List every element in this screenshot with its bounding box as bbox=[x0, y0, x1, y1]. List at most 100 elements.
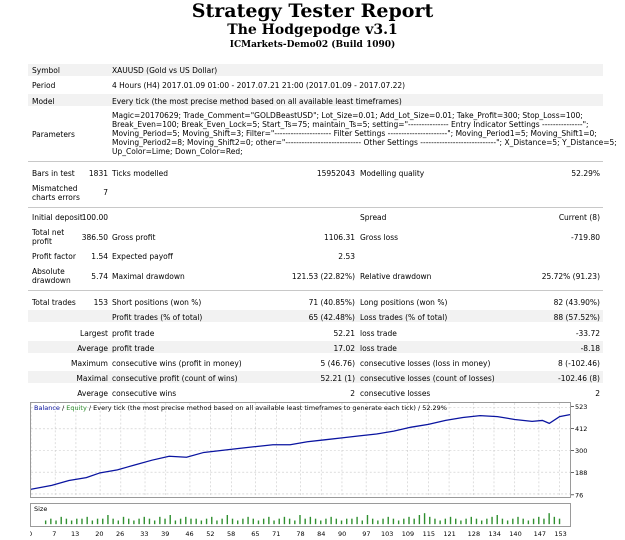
x-tick-label: 109 bbox=[402, 530, 414, 538]
x-tick-label: 33 bbox=[140, 530, 148, 538]
size-bar bbox=[44, 520, 47, 525]
mismatched-value: 7 bbox=[103, 188, 108, 197]
size-bar bbox=[512, 518, 514, 525]
average-label: Average bbox=[77, 344, 108, 353]
parameters-label: Parameters bbox=[32, 130, 75, 139]
y-tick-label: 412 bbox=[575, 425, 587, 433]
x-tick-label: 140 bbox=[509, 530, 521, 538]
maximal-consecutive-losses-label: consecutive losses (count of losses) bbox=[360, 374, 495, 383]
size-bar bbox=[382, 518, 384, 525]
ticks-value: 15952043 bbox=[316, 169, 355, 178]
maximal-row bbox=[28, 371, 603, 383]
size-bar bbox=[304, 518, 306, 525]
chart-x-axis: 0 7 13 20 26 33 39 46 52 58 65 71 78 84 90 97 103 109 115 1… bbox=[30, 530, 567, 538]
size-bar bbox=[76, 518, 78, 525]
gross-loss-label: Gross loss bbox=[360, 233, 399, 242]
gross-profit-label: Gross profit bbox=[112, 233, 156, 242]
size-bar bbox=[242, 518, 244, 525]
size-bar bbox=[392, 518, 395, 525]
size-bar bbox=[543, 518, 545, 525]
net-profit-value: 386.50 bbox=[81, 233, 108, 242]
balance-line bbox=[31, 414, 570, 490]
bars-label: Bars in test bbox=[32, 169, 75, 178]
y-tick-label: 300 bbox=[575, 447, 587, 455]
size-label: Size bbox=[34, 505, 48, 513]
size-bar bbox=[475, 518, 478, 525]
size-bar bbox=[117, 520, 120, 525]
divider bbox=[28, 290, 603, 291]
size-bar bbox=[356, 516, 358, 525]
loss-trades-value: 88 (57.52%) bbox=[553, 313, 600, 322]
size-bar bbox=[179, 518, 182, 525]
size-bar bbox=[423, 513, 426, 525]
chart-y-axis: 76 188 300 412 523 bbox=[571, 403, 587, 498]
size-bar bbox=[314, 518, 317, 525]
size-bar bbox=[371, 518, 374, 525]
average-loss-label: loss trade bbox=[360, 344, 397, 353]
parameters-line: Magic=20170629; Trade_Comment="GOLDBeast… bbox=[112, 111, 583, 120]
x-tick-label: 84 bbox=[317, 530, 325, 538]
quality-value: 52.29% bbox=[571, 169, 600, 178]
size-bar bbox=[361, 520, 363, 525]
profit-trades-value: 65 (42.48%) bbox=[308, 313, 355, 322]
size-bar bbox=[216, 520, 218, 525]
parameters-line: Moving_Period=5; Moving_Shift=3; Filter=… bbox=[112, 129, 597, 138]
average-consecutive-losses-value: 2 bbox=[595, 389, 600, 398]
size-bar bbox=[112, 518, 114, 525]
size-bar bbox=[517, 516, 519, 525]
size-bar bbox=[55, 520, 57, 525]
symbol-label: Symbol bbox=[32, 66, 60, 75]
ticks-label: Ticks modelled bbox=[112, 169, 169, 178]
size-bar bbox=[403, 518, 405, 525]
average-consecutive-label: Average bbox=[77, 389, 108, 398]
size-bar bbox=[288, 518, 291, 525]
size-bar bbox=[299, 515, 301, 525]
spread-value: Current (8) bbox=[558, 213, 600, 222]
size-bar bbox=[122, 516, 125, 525]
y-tick-label: 188 bbox=[575, 469, 587, 477]
size-bar bbox=[439, 520, 441, 525]
size-bar bbox=[486, 518, 488, 525]
profit-trades-label: Profit trades (% of total) bbox=[112, 313, 203, 322]
expected-payoff-label: Expected payoff bbox=[112, 252, 173, 261]
average-loss-value: -8.18 bbox=[580, 344, 600, 353]
x-tick-label: 128 bbox=[468, 530, 480, 538]
size-bar bbox=[397, 520, 400, 525]
size-bar bbox=[226, 515, 229, 525]
size-bar bbox=[153, 520, 156, 525]
model-value: Every tick (the most precise method base… bbox=[112, 97, 402, 106]
size-bar bbox=[309, 516, 312, 525]
average-consecutive-losses-label: consecutive losses bbox=[360, 389, 431, 398]
total-trades-value: 153 bbox=[93, 298, 108, 307]
size-bar bbox=[413, 518, 415, 525]
size-bar bbox=[429, 516, 431, 525]
size-bar bbox=[496, 515, 498, 525]
maximal-drawdown-value: 121.53 (22.82%) bbox=[291, 272, 355, 281]
size-bar bbox=[195, 518, 197, 525]
size-bar bbox=[501, 518, 504, 525]
legend-description: / Every tick (the most precise method ba… bbox=[86, 404, 447, 412]
size-bar bbox=[278, 518, 280, 525]
maximal-drawdown-label: Maximal drawdown bbox=[112, 272, 185, 281]
parameters-line: Up_Color=Lime; Down_Color=Red; bbox=[112, 147, 243, 156]
x-tick-label: 7 bbox=[52, 530, 56, 538]
deposit-label: Initial deposit bbox=[32, 213, 83, 222]
net-profit-label: Total net profit bbox=[32, 228, 65, 246]
chart-legend: Balance / Equity / Every tick (the most … bbox=[34, 404, 447, 412]
legend-separator: / bbox=[59, 404, 67, 412]
size-bar bbox=[491, 516, 493, 525]
size-bar bbox=[70, 520, 73, 525]
size-bar bbox=[138, 518, 140, 525]
x-tick-label: 78 bbox=[296, 530, 304, 538]
average-consecutive-wins-label: consecutive wins bbox=[112, 389, 177, 398]
size-bar bbox=[164, 518, 166, 525]
loss-trades-label: Loss trades (% of total) bbox=[360, 313, 448, 322]
parameters-line: Break_Even=100; Break_Even_Lock=5; Start… bbox=[112, 120, 589, 129]
average-row bbox=[28, 341, 603, 353]
largest-loss-value: -33.72 bbox=[575, 329, 600, 338]
size-chart bbox=[30, 503, 571, 527]
size-bar bbox=[128, 518, 130, 525]
size-bar bbox=[247, 516, 249, 525]
size-bar bbox=[81, 518, 83, 525]
size-bar bbox=[460, 520, 462, 525]
